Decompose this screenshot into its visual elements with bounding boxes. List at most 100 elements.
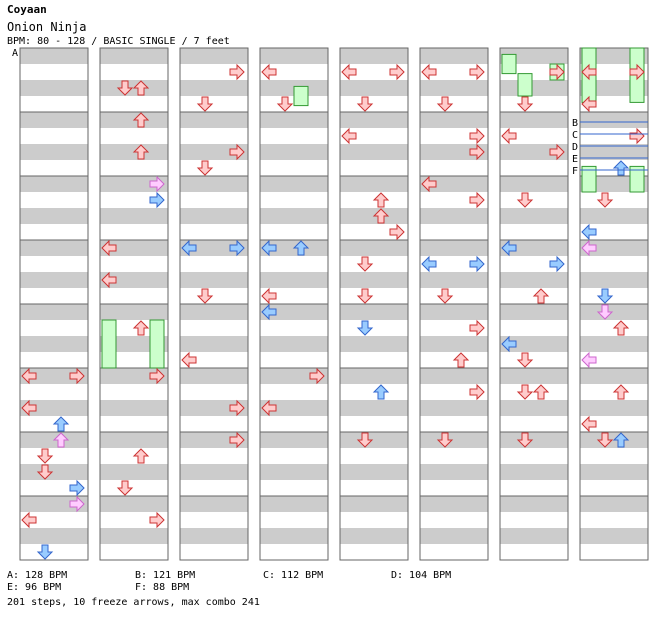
beat-stripe xyxy=(20,336,88,352)
step-arrow xyxy=(421,255,437,273)
beat-stripe xyxy=(420,240,488,256)
step-arrow xyxy=(516,192,534,208)
step-arrow xyxy=(629,127,645,145)
beat-stripe xyxy=(420,48,488,64)
beat-stripe xyxy=(340,240,408,256)
beat-stripe xyxy=(580,336,648,352)
beat-stripe xyxy=(580,528,648,544)
chart-summary: 201 steps, 10 freeze arrows, max combo 2… xyxy=(7,597,260,608)
column-border xyxy=(179,47,249,561)
step-arrow xyxy=(149,175,165,193)
beat-stripe xyxy=(420,112,488,128)
step-arrow xyxy=(469,319,485,337)
step-arrow xyxy=(36,544,54,560)
beat-stripe xyxy=(580,272,648,288)
step-arrow xyxy=(516,384,534,400)
step-arrow xyxy=(516,352,534,368)
beat-stripe xyxy=(420,272,488,288)
freeze-arrow xyxy=(149,319,165,369)
bpm-marker: A xyxy=(12,48,18,59)
step-arrow xyxy=(261,63,277,81)
beat-stripe xyxy=(260,368,328,384)
beat-stripe xyxy=(420,144,488,160)
step-arrow xyxy=(356,320,374,336)
beat-stripe xyxy=(260,176,328,192)
bpm-legend-b: B: 121 BPM xyxy=(135,570,196,581)
step-arrow xyxy=(309,367,325,385)
beat-stripe xyxy=(340,144,408,160)
beat-stripe xyxy=(260,496,328,512)
step-arrow xyxy=(436,432,454,448)
freeze-arrow xyxy=(501,53,517,75)
beat-stripe xyxy=(580,208,648,224)
freeze-arrow xyxy=(629,165,645,193)
chart-column xyxy=(339,47,409,561)
step-arrow xyxy=(356,96,374,112)
beat-stripe xyxy=(180,496,248,512)
beat-stripe xyxy=(500,528,568,544)
chart-column xyxy=(499,47,569,561)
column-border xyxy=(99,47,169,561)
chart-column xyxy=(259,47,329,561)
step-arrow xyxy=(69,367,85,385)
beat-stripe xyxy=(340,48,408,64)
column-border xyxy=(339,47,409,561)
beat-stripe xyxy=(500,112,568,128)
step-arrow xyxy=(101,271,117,289)
step-arrow xyxy=(532,288,550,304)
beat-stripe xyxy=(180,208,248,224)
beat-stripe xyxy=(20,304,88,320)
beat-stripe xyxy=(500,336,568,352)
step-arrow xyxy=(596,192,614,208)
beat-stripe xyxy=(340,112,408,128)
beat-stripe xyxy=(580,464,648,480)
step-arrow xyxy=(181,239,197,257)
beat-stripe xyxy=(340,368,408,384)
beat-stripe xyxy=(20,496,88,512)
step-arrow xyxy=(149,367,165,385)
beat-stripe xyxy=(100,400,168,416)
step-arrow xyxy=(132,80,150,96)
freeze-arrow xyxy=(293,85,309,107)
step-arrow xyxy=(116,480,134,496)
beat-stripe xyxy=(580,368,648,384)
chart-column xyxy=(19,47,89,561)
step-arrow xyxy=(629,63,645,81)
step-arrow xyxy=(612,432,630,448)
step-arrow xyxy=(101,239,117,257)
beat-stripe xyxy=(340,336,408,352)
beat-stripe xyxy=(20,464,88,480)
beat-stripe xyxy=(180,240,248,256)
step-arrow xyxy=(52,416,70,432)
bpm-marker: C xyxy=(572,130,578,141)
step-arrow xyxy=(229,143,245,161)
beat-stripe xyxy=(420,304,488,320)
beat-stripe xyxy=(100,240,168,256)
beat-stripe xyxy=(420,336,488,352)
beat-stripe xyxy=(20,176,88,192)
beat-stripe xyxy=(580,400,648,416)
step-arrow xyxy=(612,160,630,176)
step-arrow xyxy=(596,288,614,304)
beat-stripe xyxy=(500,432,568,448)
beat-stripe xyxy=(100,528,168,544)
beat-stripe xyxy=(180,48,248,64)
beat-stripe xyxy=(20,528,88,544)
step-arrow xyxy=(229,239,245,257)
column-border xyxy=(419,47,489,561)
step-arrow xyxy=(292,240,310,256)
step-arrow xyxy=(516,96,534,112)
step-arrow xyxy=(501,127,517,145)
beat-stripe xyxy=(180,144,248,160)
chart-column xyxy=(99,47,169,561)
beat-stripe xyxy=(100,176,168,192)
beat-stripe xyxy=(420,400,488,416)
beat-stripe xyxy=(20,80,88,96)
step-arrow xyxy=(261,239,277,257)
step-arrow xyxy=(116,80,134,96)
step-arrow xyxy=(149,191,165,209)
step-arrow xyxy=(356,288,374,304)
step-arrow xyxy=(421,175,437,193)
beat-stripe xyxy=(580,240,648,256)
beat-stripe xyxy=(100,464,168,480)
